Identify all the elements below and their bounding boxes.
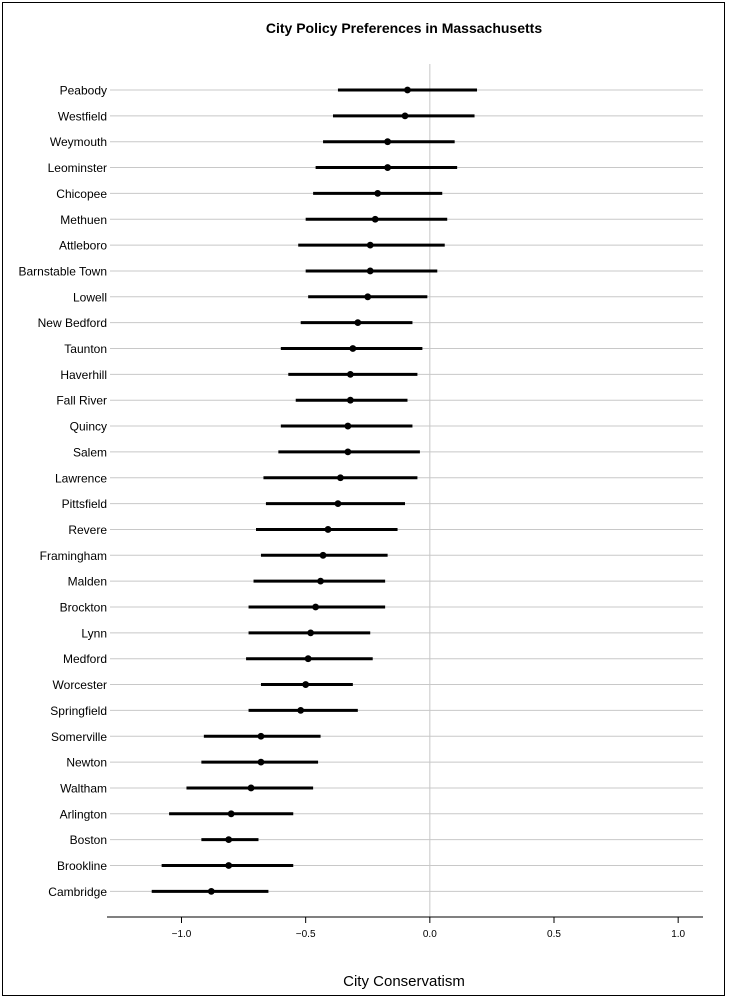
- estimate-point: [354, 319, 362, 327]
- estimate-point: [346, 370, 354, 378]
- city-label: Revere: [68, 523, 107, 537]
- estimate-point: [371, 215, 379, 223]
- estimate-point: [374, 190, 382, 197]
- city-label: Pittsfield: [62, 497, 107, 511]
- city-label: Somerville: [51, 730, 107, 744]
- city-label: Medford: [63, 652, 107, 666]
- estimate-point: [344, 422, 352, 430]
- city-label: Boston: [70, 833, 107, 847]
- city-label: Lawrence: [55, 471, 107, 485]
- city-label: Springfield: [50, 704, 107, 718]
- x-axis-ticks: −1.0 −0.5 0.0 0.5 1.0: [172, 917, 686, 940]
- estimate-point: [207, 887, 215, 895]
- city-label: Fall River: [56, 394, 107, 408]
- x-axis-title: City Conservatism: [343, 973, 465, 990]
- city-label: Barnstable Town: [19, 264, 108, 278]
- estimate-point: [344, 448, 352, 456]
- estimate-point: [404, 86, 411, 94]
- estimate-point: [364, 293, 372, 301]
- city-label: Taunton: [64, 342, 107, 356]
- grid-lines: [110, 89, 703, 892]
- x-tick-label: −0.5: [296, 929, 316, 940]
- city-label: Westfield: [58, 109, 107, 123]
- estimate-point: [337, 474, 344, 482]
- city-label: Quincy: [70, 420, 107, 434]
- city-label: Waltham: [60, 781, 107, 795]
- estimate-point: [312, 603, 319, 611]
- city-label: Newton: [66, 756, 107, 770]
- estimate-point: [317, 577, 324, 585]
- city-label: Worcester: [53, 678, 107, 692]
- city-label: Brockton: [60, 601, 107, 615]
- city-label: Cambridge: [48, 885, 107, 899]
- estimate-point: [366, 267, 374, 275]
- x-tick-label: 0.5: [547, 929, 561, 940]
- estimate-point: [225, 862, 233, 869]
- city-label: Leominster: [48, 161, 107, 175]
- estimate-point: [257, 732, 265, 740]
- estimate-point: [319, 551, 327, 559]
- estimate-point: [366, 241, 374, 249]
- estimate-point: [384, 138, 392, 146]
- estimate-point: [304, 655, 312, 663]
- estimate-point: [247, 784, 255, 792]
- estimate-point: [225, 836, 233, 844]
- estimate-point: [297, 707, 305, 714]
- estimate-point: [257, 758, 265, 766]
- chart-title: City Policy Preferences in Massachusetts: [266, 20, 542, 36]
- city-label: Salem: [73, 445, 107, 459]
- city-label: Framingham: [40, 549, 107, 563]
- city-label: Lowell: [73, 290, 107, 304]
- x-tick-label: 1.0: [671, 929, 685, 940]
- city-label: Malden: [68, 575, 107, 589]
- city-label: Brookline: [57, 859, 107, 873]
- estimate-point: [307, 629, 315, 637]
- city-label: Haverhill: [60, 368, 107, 382]
- estimate-point: [384, 164, 392, 171]
- x-tick-label: −1.0: [172, 929, 192, 940]
- estimate-point: [401, 112, 409, 120]
- estimate-point: [346, 396, 354, 404]
- city-label: Methuen: [60, 213, 107, 227]
- estimate-point: [227, 810, 235, 818]
- estimate-point: [302, 681, 310, 688]
- estimate-point: [324, 526, 332, 533]
- city-labels: Peabody Westfield Weymouth Leominster Chicop…: [19, 84, 108, 899]
- city-label: New Bedford: [38, 316, 107, 330]
- interval-series: [151, 86, 478, 895]
- city-label: Chicopee: [56, 187, 107, 201]
- city-label: Lynn: [81, 626, 107, 640]
- x-tick-label: 0.0: [423, 929, 437, 940]
- estimate-point: [349, 345, 357, 352]
- city-label: Arlington: [60, 807, 107, 821]
- city-label: Attleboro: [59, 239, 107, 253]
- city-label: Weymouth: [50, 135, 107, 149]
- city-label: Peabody: [60, 84, 107, 98]
- estimate-point: [334, 500, 342, 507]
